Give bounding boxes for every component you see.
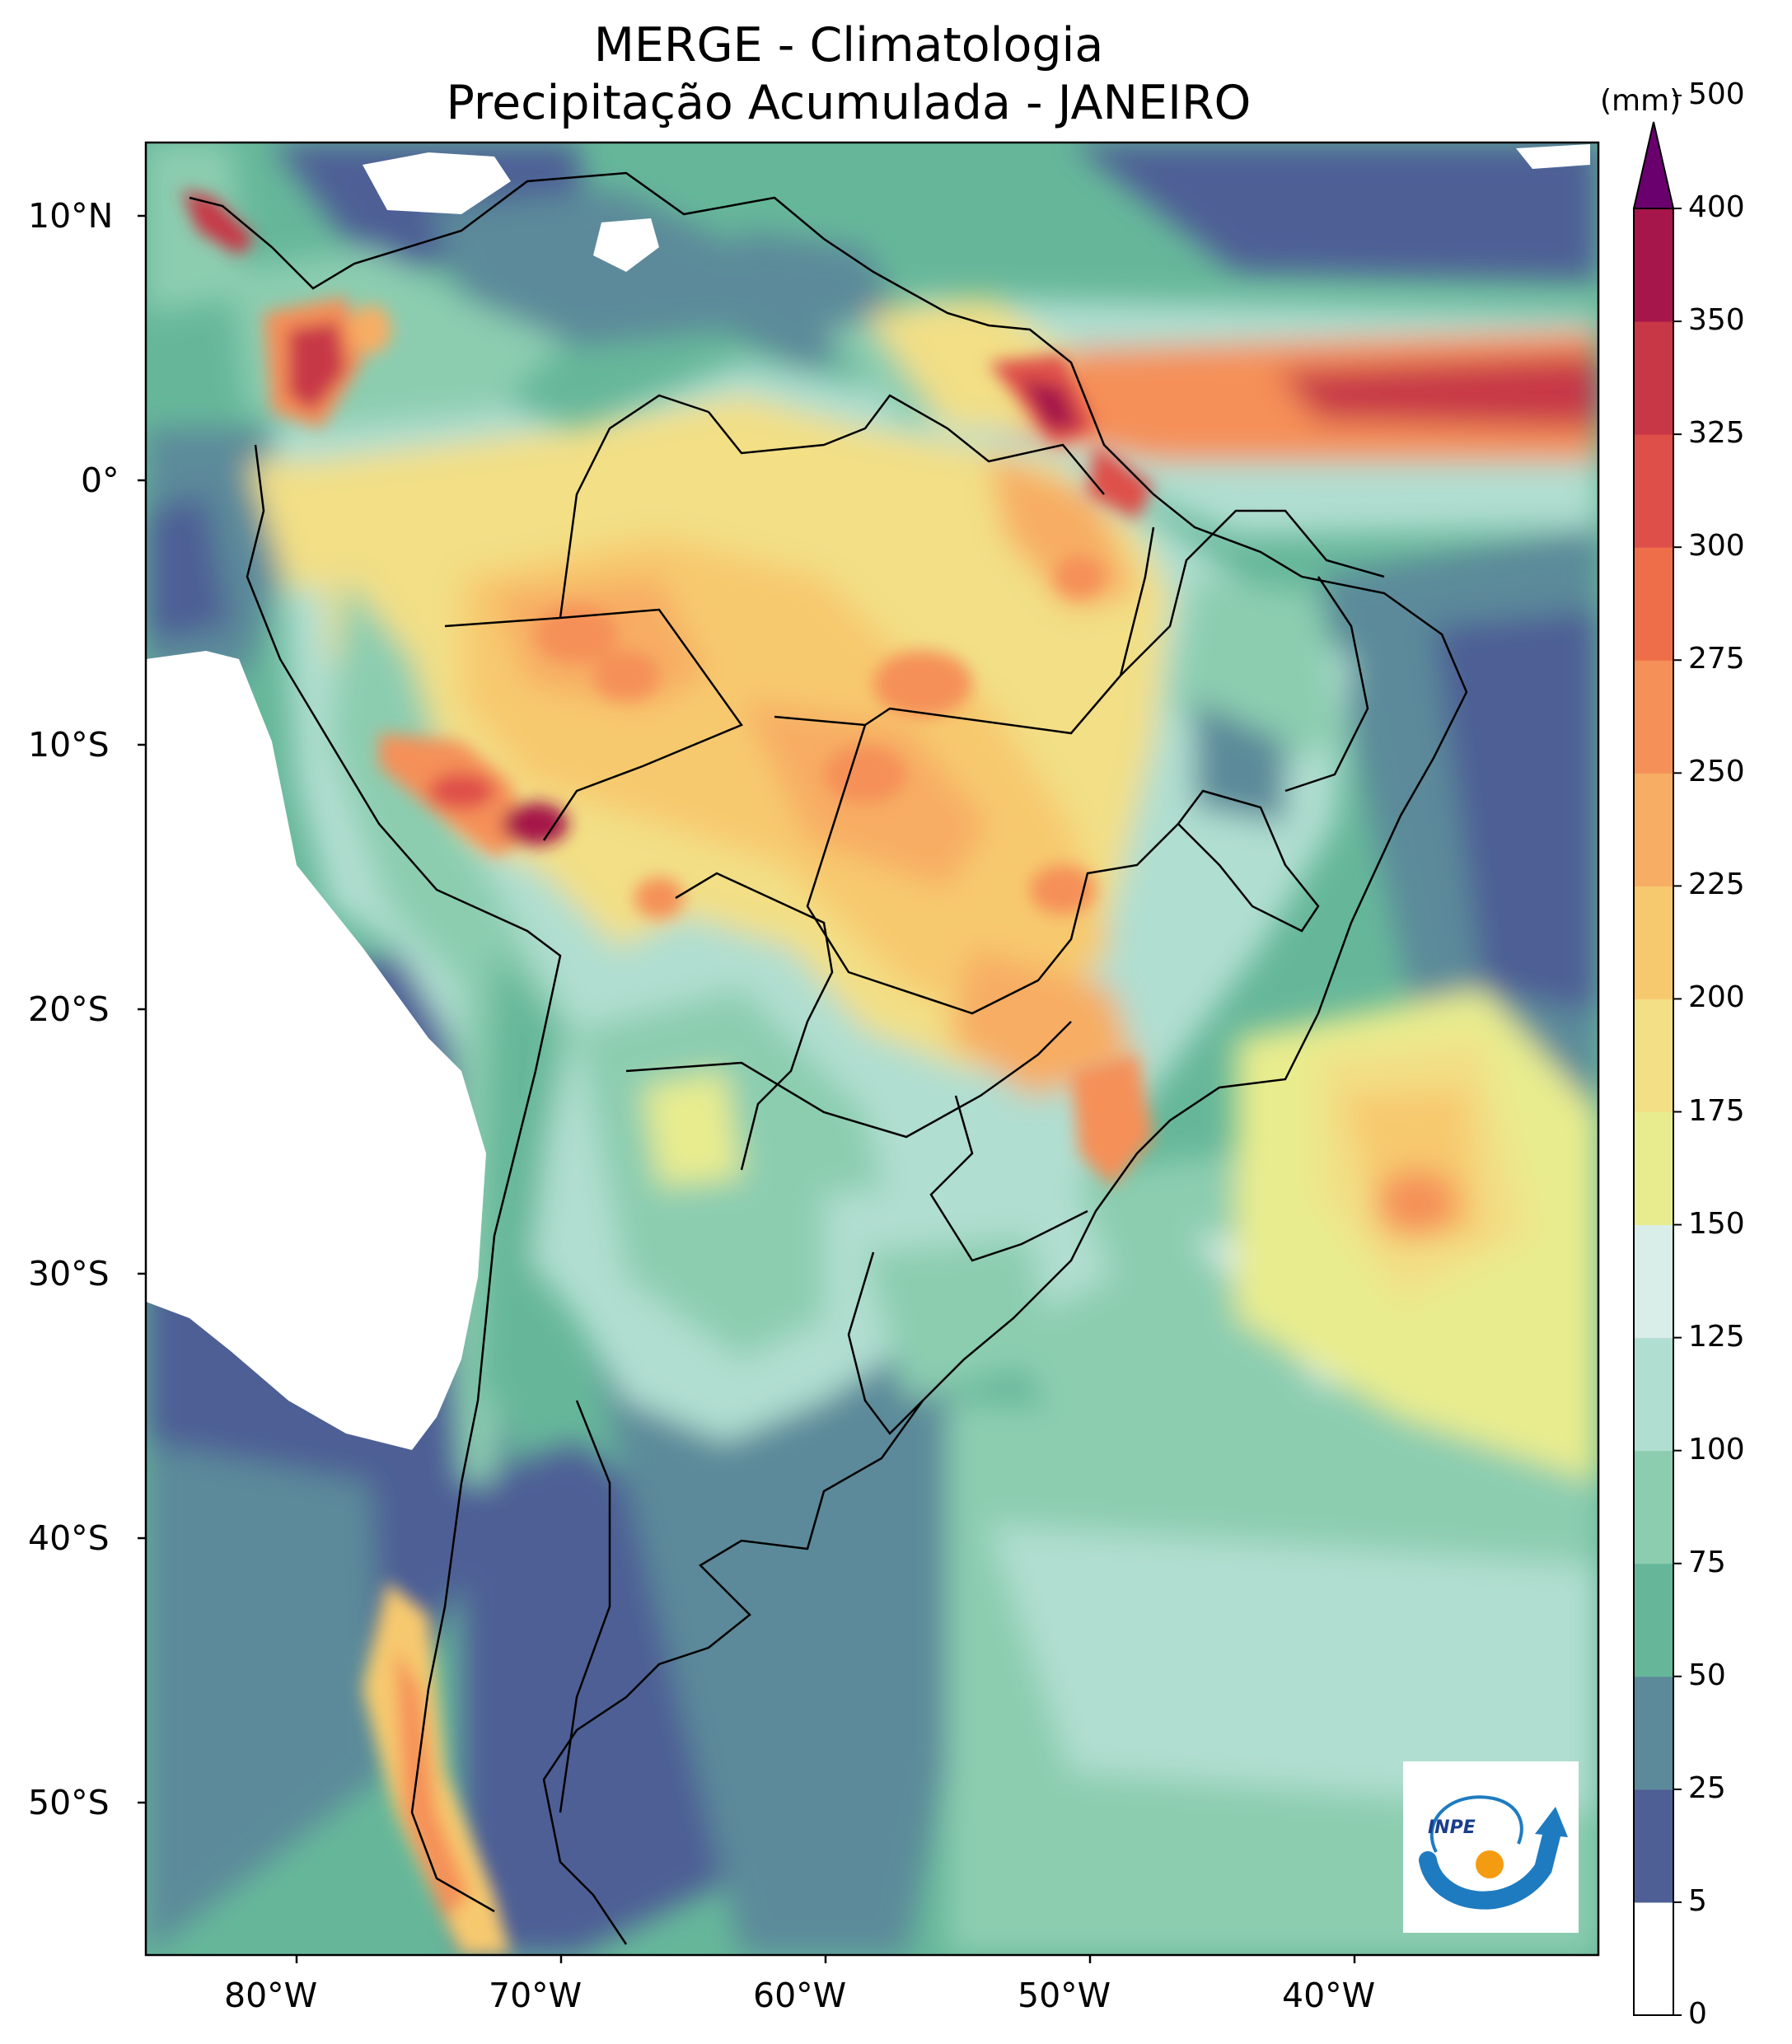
lon-label-60w: 60°W	[753, 1976, 847, 2015]
colorbar-segment	[1634, 773, 1673, 886]
colorbar-segment	[1634, 999, 1673, 1112]
lon-label-70w: 70°W	[489, 1976, 583, 2015]
precipitation-field	[146, 143, 1598, 1955]
colorbar-tick-label: 250	[1688, 755, 1745, 789]
lat-label-50s: 50°S	[28, 1783, 110, 1822]
colorbar-segment	[1634, 1224, 1673, 1339]
colorbar-tick-label: 25	[1688, 1770, 1726, 1805]
map-frame	[144, 141, 1600, 1957]
title-line-2: Precipitação Acumulada - JANEIRO	[446, 76, 1252, 130]
colorbar-segment	[1634, 886, 1673, 999]
colorbar-tick-label: 275	[1688, 642, 1745, 676]
lon-label-50w: 50°W	[1018, 1976, 1111, 2015]
colorbar-tick-label: 50	[1688, 1658, 1726, 1692]
colorbar-tick-label: 5	[1688, 1883, 1707, 1918]
axis-ticks	[138, 214, 1356, 1963]
colorbar	[1632, 94, 1682, 2016]
colorbar-segment	[1634, 1901, 1673, 2016]
colorbar-tick-label: 0	[1688, 1997, 1707, 2031]
inpe-logo-text: INPE	[1428, 1817, 1476, 1838]
inpe-logo-icon	[1419, 1795, 1568, 1910]
colorbar-tick-label: 200	[1688, 980, 1745, 1015]
colorbar-segment	[1634, 1563, 1673, 1677]
lat-label-10s: 10°S	[28, 725, 110, 765]
colorbar-tick-label: 500	[1688, 77, 1745, 111]
colorbar-tick-label: 350	[1688, 303, 1745, 338]
lon-label-80w: 80°W	[224, 1976, 318, 2015]
no-data-area	[146, 651, 486, 1450]
colorbar-segment	[1634, 1337, 1673, 1452]
colorbar-segment	[1634, 547, 1673, 661]
colorbar-segment	[1634, 1111, 1673, 1226]
colorbar-segment	[1634, 434, 1673, 548]
colorbar-segment	[1634, 1676, 1673, 1790]
colorbar-tick-label: 400	[1688, 190, 1745, 224]
colorbar-tick-label: 175	[1688, 1093, 1745, 1128]
colorbar-unit: (mm)	[1600, 84, 1682, 118]
lat-label-20s: 20°S	[28, 989, 110, 1029]
colorbar-tick-label: 150	[1688, 1206, 1745, 1241]
lat-label-10n: 10°N	[28, 196, 114, 236]
colorbar-extend-triangle	[1632, 121, 1675, 209]
lat-label-40s: 40°S	[28, 1518, 110, 1558]
lat-label-30s: 30°S	[28, 1254, 110, 1293]
colorbar-tick-label: 325	[1688, 416, 1745, 451]
colorbar-segment	[1634, 660, 1673, 774]
lat-label-0: 0°	[81, 461, 119, 500]
colorbar-tick-label: 225	[1688, 868, 1745, 902]
colorbar-segment	[1634, 1450, 1673, 1565]
colorbar-segment	[1634, 321, 1673, 435]
title-line-1: MERGE - Climatologia	[593, 18, 1104, 72]
colorbar-segment	[1634, 1789, 1673, 1903]
colorbar-tick-label: 100	[1688, 1432, 1745, 1466]
colorbar-segment	[1634, 208, 1673, 322]
lon-label-40w: 40°W	[1282, 1976, 1376, 2015]
colorbar-tick-label: 300	[1688, 529, 1745, 564]
inpe-logo: INPE	[1403, 1761, 1579, 1933]
colorbar-tick-label: 75	[1688, 1545, 1726, 1579]
country-borders	[189, 171, 1468, 1945]
colorbar-tick-label: 125	[1688, 1319, 1745, 1354]
